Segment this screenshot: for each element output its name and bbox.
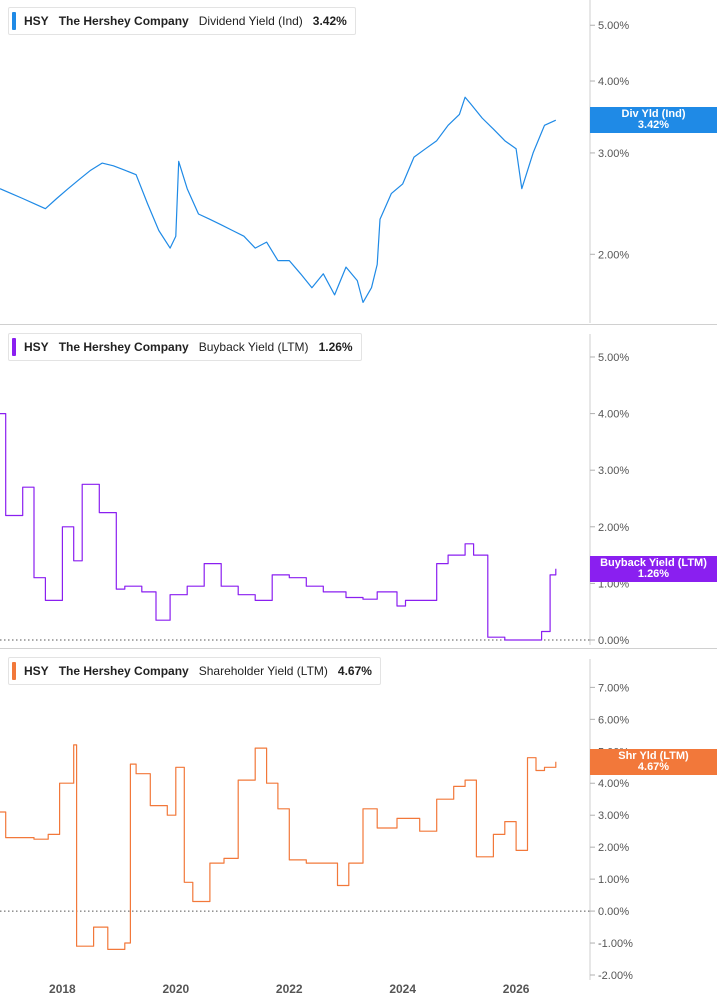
y-tick-label: 5.00%	[598, 20, 629, 32]
tag-label: Shr Yld (LTM)	[618, 749, 689, 762]
panel-divider	[0, 324, 717, 325]
legend-metric: Buyback Yield (LTM)	[198, 340, 309, 354]
shareholder-yield-legend[interactable]: HSY The Hershey Company Shareholder Yiel…	[8, 657, 381, 685]
legend-value: 3.42%	[312, 14, 347, 28]
buyback-yield-value-tag: Buyback Yield (LTM) 1.26%	[590, 555, 717, 582]
y-tick-label: 2.00%	[598, 249, 629, 261]
series-line	[0, 413, 557, 641]
x-axis-label: 2018	[49, 982, 76, 996]
y-tick-label: 0.00%	[598, 906, 629, 918]
y-tick-label: -2.00%	[598, 970, 633, 982]
panel-divider	[0, 648, 717, 649]
buyback-yield-legend[interactable]: HSY The Hershey Company Buyback Yield (L…	[8, 333, 362, 361]
legend-ticker: HSY	[24, 14, 49, 28]
y-tick-label: 2.00%	[598, 842, 629, 854]
y-tick-label: 4.00%	[598, 409, 629, 421]
legend-company: The Hershey Company	[58, 14, 189, 28]
x-axis-label: 2024	[389, 982, 416, 996]
y-tick-label: 7.00%	[598, 682, 629, 694]
y-tick-label: 5.00%	[598, 352, 629, 364]
dividend-yield-legend[interactable]: HSY The Hershey Company Dividend Yield (…	[8, 7, 356, 35]
tag-value: 3.42%	[637, 119, 670, 132]
y-tick-label: 0.00%	[598, 635, 629, 647]
legend-company: The Hershey Company	[58, 340, 189, 354]
legend-metric: Dividend Yield (Ind)	[198, 14, 303, 28]
x-axis-label: 2020	[162, 982, 189, 996]
shareholder-yield-swatch	[12, 662, 16, 680]
y-tick-label: 4.00%	[598, 76, 629, 88]
series-line	[0, 744, 557, 950]
x-axis-label: 2026	[503, 982, 530, 996]
buyback-yield-swatch	[12, 338, 16, 356]
y-tick-label: 2.00%	[598, 522, 629, 534]
dividend-yield-swatch	[12, 12, 16, 30]
series-line	[0, 96, 557, 303]
legend-metric: Shareholder Yield (LTM)	[198, 664, 328, 678]
y-tick-label: 4.00%	[598, 778, 629, 790]
y-tick-label: 3.00%	[598, 148, 629, 160]
legend-company: The Hershey Company	[58, 664, 189, 678]
legend-ticker: HSY	[24, 340, 49, 354]
legend-ticker: HSY	[24, 664, 49, 678]
tag-value: 1.26%	[637, 567, 670, 580]
legend-value: 4.67%	[337, 664, 372, 678]
y-tick-label: 6.00%	[598, 714, 629, 726]
tag-label: Buyback Yield (LTM)	[600, 556, 707, 569]
y-tick-label: 3.00%	[598, 465, 629, 477]
tag-value: 4.67%	[637, 760, 670, 773]
tag-label: Div Yld (Ind)	[621, 108, 686, 121]
legend-value: 1.26%	[318, 340, 353, 354]
y-tick-label: -1.00%	[598, 938, 633, 950]
dividend-yield-value-tag: Div Yld (Ind) 3.42%	[590, 107, 717, 134]
shareholder-yield-value-tag: Shr Yld (LTM) 4.67%	[590, 748, 717, 775]
x-axis-label: 2022	[276, 982, 303, 996]
y-tick-label: 3.00%	[598, 810, 629, 822]
y-tick-label: 1.00%	[598, 874, 629, 886]
